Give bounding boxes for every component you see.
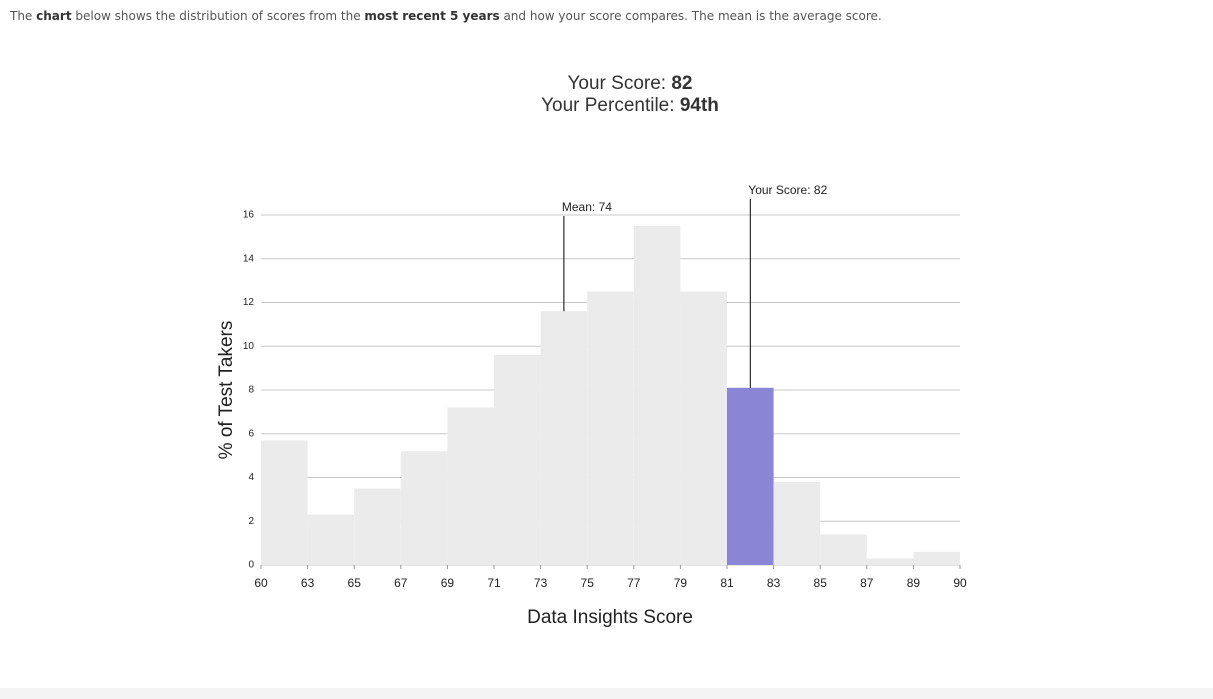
x-tick-label: 89 <box>907 576 921 590</box>
y-tick-label: 0 <box>248 560 254 571</box>
x-tick-label: 87 <box>860 576 874 590</box>
annotation-label: Mean: 74 <box>562 200 612 214</box>
bar <box>494 355 541 565</box>
x-axis-title: Data Insights Score <box>527 607 693 628</box>
x-tick-label: 69 <box>441 576 455 590</box>
bar <box>820 534 867 565</box>
bar <box>913 551 960 565</box>
x-tick-label: 63 <box>301 576 315 590</box>
y-tick-label: 14 <box>243 253 255 264</box>
x-tick-label: 85 <box>814 576 828 590</box>
x-tick-label: 75 <box>581 576 595 590</box>
footer-bar <box>0 688 1213 699</box>
text: and how your score compares. The mean is… <box>499 9 882 23</box>
bar <box>727 387 774 565</box>
bar <box>354 488 401 565</box>
x-tick-label: 83 <box>767 576 781 590</box>
x-tick-label: 65 <box>348 576 362 590</box>
bar <box>540 311 588 565</box>
bar <box>587 291 634 565</box>
y-tick-label: 12 <box>243 297 255 308</box>
bar <box>866 558 914 565</box>
y-tick-label: 8 <box>248 385 254 396</box>
x-tick-label: 90 <box>953 576 967 590</box>
value: 94th <box>679 95 719 116</box>
x-tick-label: 81 <box>720 576 734 590</box>
bar <box>680 291 727 565</box>
text: chart <box>36 9 72 23</box>
y-tick-label: 6 <box>248 428 254 439</box>
x-tick-label: 60 <box>254 576 268 590</box>
x-tick-label: 67 <box>394 576 408 590</box>
x-tick-label: 73 <box>534 576 548 590</box>
y-tick-label: 16 <box>243 210 255 221</box>
y-tick-label: 4 <box>248 472 254 483</box>
value: 82 <box>671 73 693 94</box>
bar <box>261 440 308 565</box>
x-tick-label: 77 <box>627 576 641 590</box>
y-tick-label: 2 <box>248 516 254 527</box>
text: below shows the distribution of scores f… <box>71 9 365 23</box>
bar <box>400 451 448 565</box>
label: Your Percentile: <box>541 95 680 116</box>
percentile-line: Your Percentile: 94th <box>430 95 830 117</box>
y-axis-title: % of Test Takers <box>216 321 237 460</box>
summary: Your Score: 82 Your Percentile: 94th <box>430 73 830 117</box>
score-line: Your Score: 82 <box>430 73 830 95</box>
label: Your Score: <box>567 73 672 94</box>
text: The <box>10 9 37 23</box>
intro-text: The chart below shows the distribution o… <box>10 9 882 23</box>
bar <box>773 481 821 565</box>
y-tick-label: 10 <box>243 341 255 352</box>
bar <box>633 225 681 565</box>
x-tick-label: 79 <box>674 576 688 590</box>
bar <box>447 407 494 565</box>
annotation-label: Your Score: 82 <box>748 183 827 197</box>
x-tick-label: 71 <box>487 576 501 590</box>
text: most recent 5 years <box>364 9 500 23</box>
bar <box>307 514 355 565</box>
